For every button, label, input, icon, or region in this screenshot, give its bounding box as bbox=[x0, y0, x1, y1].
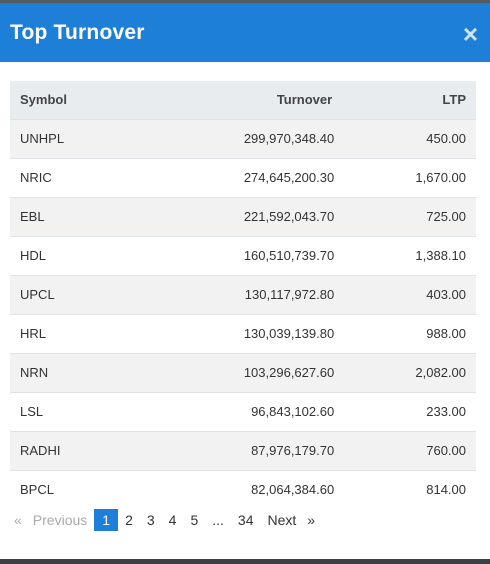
cell-symbol: RADHI bbox=[10, 430, 137, 470]
page-link-5[interactable]: 5 bbox=[190, 512, 199, 528]
page-link-1[interactable]: 1 bbox=[94, 509, 119, 531]
cell-turnover: 160,510,739.70 bbox=[136, 235, 343, 275]
turnover-table: Symbol Turnover LTP UNHPL 299,970,348.40… bbox=[10, 81, 476, 509]
page-ellipsis: ... bbox=[212, 512, 224, 528]
cell-ltp: 233.00 bbox=[342, 391, 476, 431]
cell-symbol: HDL bbox=[10, 235, 137, 275]
cell-turnover: 103,296,627.60 bbox=[136, 352, 343, 392]
cell-turnover: 96,843,102.60 bbox=[136, 391, 343, 431]
next-arrow-icon[interactable]: » bbox=[307, 512, 316, 528]
table-row[interactable]: UPCL 130,117,972.80 403.00 bbox=[10, 274, 476, 314]
cell-ltp: 988.00 bbox=[342, 313, 476, 353]
table-row[interactable]: BPCL 82,064,384.60 814.00 bbox=[10, 469, 476, 509]
cell-turnover: 82,064,384.60 bbox=[136, 469, 343, 509]
cell-turnover: 274,645,200.30 bbox=[136, 157, 343, 197]
cell-ltp: 1,388.10 bbox=[342, 235, 476, 275]
table-row[interactable]: RADHI 87,976,179.70 760.00 bbox=[10, 430, 476, 470]
page-link-2[interactable]: 2 bbox=[125, 512, 133, 528]
column-header-symbol[interactable]: Symbol bbox=[20, 92, 67, 108]
cell-ltp: 760.00 bbox=[342, 430, 476, 470]
cell-ltp: 403.00 bbox=[342, 274, 476, 314]
modal-header: Top Turnover × bbox=[0, 3, 490, 62]
pagination: « Previous 1 2 3 4 5 ... 34 Next » bbox=[10, 509, 319, 531]
cell-turnover: 130,117,972.80 bbox=[136, 274, 343, 314]
background-page-strip bbox=[0, 0, 490, 3]
table-header: Symbol Turnover LTP bbox=[10, 81, 476, 119]
column-header-ltp[interactable]: LTP bbox=[442, 92, 466, 108]
cell-ltp: 725.00 bbox=[342, 196, 476, 236]
table-body: UNHPL 299,970,348.40 450.00 NRIC 274,645… bbox=[10, 118, 476, 509]
table-row[interactable]: EBL 221,592,043.70 725.00 bbox=[10, 196, 476, 236]
table-row[interactable]: LSL 96,843,102.60 233.00 bbox=[10, 391, 476, 431]
cell-turnover: 130,039,139.80 bbox=[136, 313, 343, 353]
background-page-strip-bottom bbox=[0, 559, 490, 564]
cell-turnover: 221,592,043.70 bbox=[136, 196, 343, 236]
cell-symbol: NRN bbox=[10, 352, 137, 392]
page-link-34[interactable]: 34 bbox=[237, 512, 254, 528]
cell-symbol: LSL bbox=[10, 391, 137, 431]
table-row[interactable]: HRL 130,039,139.80 988.00 bbox=[10, 313, 476, 353]
page-link-3[interactable]: 3 bbox=[146, 512, 155, 528]
table-row[interactable]: UNHPL 299,970,348.40 450.00 bbox=[10, 118, 476, 158]
cell-symbol: EBL bbox=[10, 196, 137, 236]
cell-ltp: 2,082.00 bbox=[342, 352, 476, 392]
table-row[interactable]: NRIC 274,645,200.30 1,670.00 bbox=[10, 157, 476, 197]
previous-arrow-icon: « bbox=[14, 512, 22, 528]
previous-page-link: Previous bbox=[32, 512, 88, 528]
cell-ltp: 1,670.00 bbox=[342, 157, 476, 197]
top-turnover-modal: Top Turnover × Symbol Turnover LTP UNHPL… bbox=[0, 3, 490, 559]
page-link-4[interactable]: 4 bbox=[168, 512, 177, 528]
table-row[interactable]: HDL 160,510,739.70 1,388.10 bbox=[10, 235, 476, 275]
table-row[interactable]: NRN 103,296,627.60 2,082.00 bbox=[10, 352, 476, 392]
close-icon[interactable]: × bbox=[462, 18, 478, 49]
cell-symbol: NRIC bbox=[10, 157, 137, 197]
cell-symbol: BPCL bbox=[10, 469, 137, 509]
cell-turnover: 299,970,348.40 bbox=[136, 118, 343, 158]
cell-symbol: UPCL bbox=[10, 274, 137, 314]
table-header-row: Symbol Turnover LTP bbox=[10, 81, 476, 119]
next-page-link[interactable]: Next bbox=[267, 512, 297, 528]
cell-ltp: 450.00 bbox=[342, 118, 476, 158]
cell-ltp: 814.00 bbox=[342, 469, 476, 509]
cell-turnover: 87,976,179.70 bbox=[136, 430, 343, 470]
turnover-table-container: Symbol Turnover LTP UNHPL 299,970,348.40… bbox=[10, 81, 476, 509]
cell-symbol: HRL bbox=[10, 313, 137, 353]
column-header-turnover[interactable]: Turnover bbox=[276, 92, 333, 108]
cell-symbol: UNHPL bbox=[10, 118, 137, 158]
modal-title: Top Turnover bbox=[10, 20, 145, 44]
